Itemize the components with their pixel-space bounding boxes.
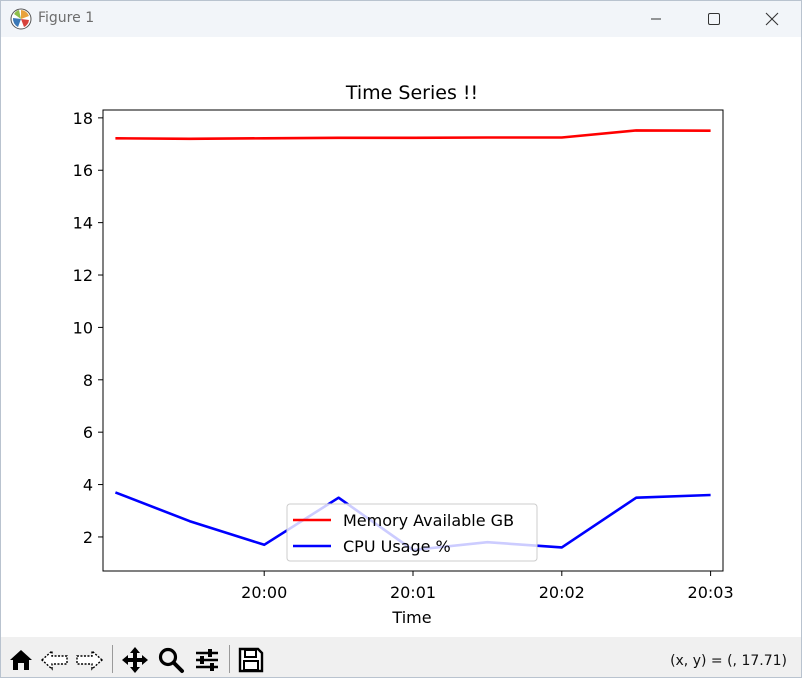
legend-label-memory: Memory Available GB	[343, 511, 514, 530]
matplotlib-app-icon	[10, 8, 32, 30]
x-tick-label: 20:03	[688, 583, 734, 602]
zoom-button[interactable]	[156, 645, 186, 675]
y-tick-label: 16	[73, 161, 93, 180]
y-tick-label: 2	[83, 528, 93, 547]
y-tick-label: 14	[73, 214, 93, 233]
x-axis: 20:00 20:01 20:02 20:03	[241, 571, 734, 602]
navigation-toolbar: (x, y) = (, 17.71)	[1, 637, 801, 677]
minimize-icon	[651, 18, 661, 20]
x-tick-label: 20:00	[241, 583, 287, 602]
title-bar[interactable]: Figure 1	[1, 1, 801, 37]
line-chart[interactable]: Time Series !! Time 2 4 6 8 10 12 14 16 18 20:00…	[1, 37, 801, 637]
legend-box	[286, 503, 538, 562]
pan-icon	[122, 647, 148, 673]
y-axis: 2 4 6 8 10 12 14 16 18	[73, 109, 103, 547]
plot-area[interactable]	[102, 109, 724, 572]
back-button[interactable]	[40, 645, 70, 675]
series-line-memory-available	[115, 129, 711, 141]
x-tick-label: 20:02	[539, 583, 585, 602]
y-tick-label: 6	[83, 423, 93, 442]
x-axis-label: Time	[391, 608, 431, 627]
y-tick-label: 4	[83, 476, 93, 495]
legend-label-cpu: CPU Usage %	[343, 537, 451, 556]
window-title: Figure 1	[38, 10, 95, 26]
configure-subplots-button[interactable]	[192, 645, 222, 675]
maximize-button[interactable]	[691, 1, 737, 37]
y-tick-label: 18	[73, 109, 93, 128]
toolbar-separator	[112, 645, 113, 673]
toolbar-separator	[229, 645, 230, 673]
configure-subplots-icon	[196, 649, 218, 671]
chart-title: Time Series !!	[345, 82, 478, 104]
figure-canvas[interactable]: Time Series !! Time 2 4 6 8 10 12 14 16 18 20:00…	[1, 37, 801, 637]
close-icon	[765, 12, 779, 26]
forward-icon	[76, 649, 104, 671]
close-button[interactable]	[749, 1, 795, 37]
y-tick-label: 10	[73, 318, 93, 337]
zoom-icon	[158, 647, 184, 673]
forward-button[interactable]	[74, 645, 104, 675]
maximize-icon	[708, 13, 720, 25]
y-tick-label: 12	[73, 266, 93, 285]
back-icon	[40, 649, 68, 671]
home-icon	[10, 650, 32, 670]
pan-button[interactable]	[120, 645, 150, 675]
save-icon	[238, 647, 264, 673]
minimize-button[interactable]	[633, 1, 679, 37]
legend: Memory Available GB CPU Usage %	[286, 503, 538, 562]
save-button[interactable]	[236, 645, 266, 675]
home-button[interactable]	[6, 645, 36, 675]
y-tick-label: 8	[83, 371, 93, 390]
x-tick-label: 20:01	[390, 583, 436, 602]
cursor-coordinates: (x, y) = (, 17.71)	[670, 653, 787, 669]
